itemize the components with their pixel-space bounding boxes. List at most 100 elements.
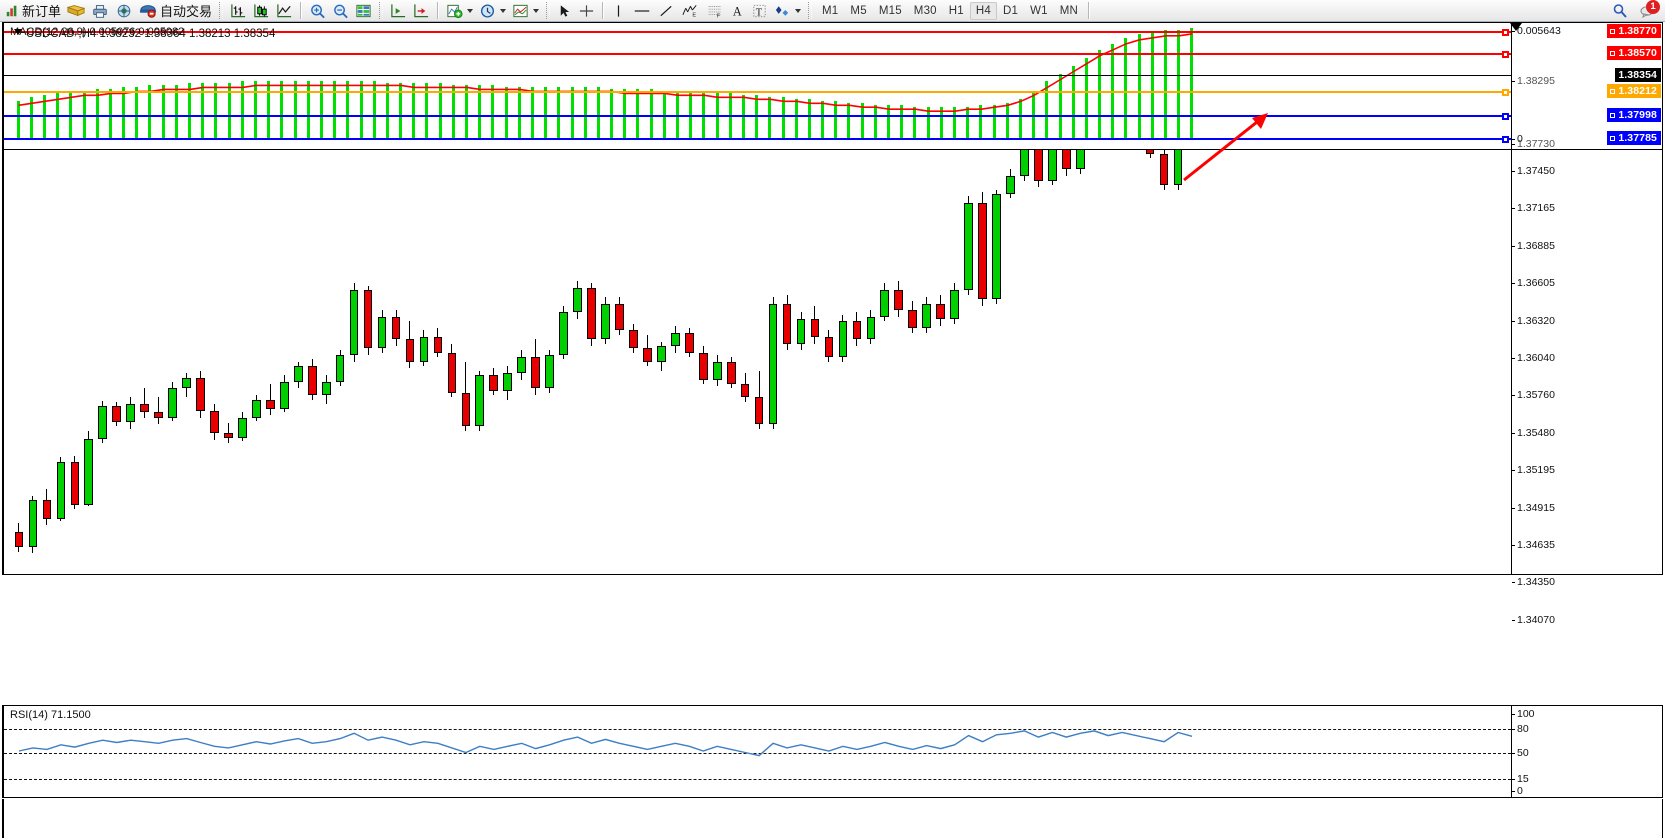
rsi-pane[interactable]: 100 80 50 15 0 RSI(14) 71.1500 (2, 705, 1663, 798)
add-indicator-button[interactable] (443, 1, 476, 21)
price-level-line-take-profit-lower[interactable] (4, 51, 1511, 58)
trendline-button[interactable] (655, 1, 678, 21)
toolbar-grip-4[interactable] (808, 2, 813, 19)
search-button[interactable] (1609, 1, 1631, 21)
macd-histogram-bar (741, 95, 745, 139)
zoom-in-button[interactable] (306, 1, 329, 21)
toolbar-grip-3[interactable] (546, 2, 551, 19)
timeframe-d1[interactable]: D1 (1003, 4, 1019, 17)
candle (768, 296, 778, 429)
vertical-line-button[interactable] (608, 1, 629, 21)
macd-plot[interactable] (4, 23, 1511, 149)
macd-histogram-bar (201, 83, 205, 139)
macd-histogram-bar (122, 87, 126, 139)
timeframe-h4[interactable]: H4 (969, 1, 997, 20)
price-level-handle[interactable] (1502, 29, 1509, 36)
macd-histogram-bar (807, 99, 811, 139)
candle-body-bullish (670, 332, 680, 346)
price-tick: 1.35760 (1512, 389, 1555, 402)
timeframe-h1[interactable]: H1 (948, 4, 964, 17)
price-level-handle[interactable] (1502, 51, 1509, 58)
price-tag-take-profit-lower[interactable]: 1.38570 (1607, 46, 1661, 60)
macd-histogram-bar (834, 101, 838, 139)
rsi-axis[interactable]: 100 80 50 15 0 (1511, 706, 1662, 797)
timeframe-mn[interactable]: MN (1059, 4, 1079, 17)
candle-body-bullish (712, 361, 722, 380)
rsi-tick-15: 15 (1512, 773, 1529, 786)
notifications-button[interactable]: 1 (1639, 0, 1660, 20)
candle (321, 375, 331, 405)
print-button[interactable] (88, 1, 112, 21)
folder-icon (67, 4, 86, 16)
toolbar-grip-2[interactable] (379, 2, 384, 19)
price-level-handle[interactable] (1502, 136, 1509, 143)
macd-histogram-bar (530, 87, 534, 139)
macd-histogram-bar (953, 107, 956, 139)
chart-canvas-area[interactable]: 1.38770 1.38570 1.38354 1.38212 1.37998 1.377… (0, 22, 1665, 838)
candle-body-bearish (140, 404, 149, 412)
candle-body-bullish (796, 319, 806, 344)
toolbar-grip[interactable] (219, 2, 224, 19)
chart-top-marker-icon (1510, 23, 1522, 31)
line-chart-button[interactable] (273, 1, 296, 21)
timeframe-m30[interactable]: M30 (913, 4, 937, 17)
period-button[interactable] (476, 1, 509, 21)
new-order-button[interactable]: 新订单 (2, 1, 64, 21)
macd-histogram-bar (359, 81, 363, 139)
cursor-button[interactable] (554, 1, 575, 21)
macd-histogram-bar (174, 85, 178, 139)
timeframe-m15[interactable]: M15 (878, 4, 902, 17)
price-level-line-support-lower[interactable] (4, 136, 1511, 143)
macd-pane[interactable]: 0.005643 0 MACD(12,26,9) 0.005076 0.00508… (2, 22, 1663, 150)
auto-trading-button[interactable]: 自动交易 (136, 1, 215, 21)
price-tag-current-price[interactable]: 1.38354 (1615, 68, 1661, 82)
price-plot[interactable] (4, 23, 1511, 574)
macd-histogram-bar (1150, 31, 1154, 139)
price-tag-support-upper[interactable]: 1.37998 (1607, 108, 1661, 122)
price-level-line-support-upper[interactable] (4, 113, 1511, 120)
rsi-plot[interactable] (4, 706, 1511, 797)
candle-body-bullish (238, 417, 247, 438)
shapes-button[interactable] (771, 1, 804, 21)
macd-histogram-bar (847, 103, 851, 139)
auto-scroll-button[interactable] (387, 1, 410, 21)
folder-button[interactable] (64, 1, 88, 21)
data-window-button[interactable] (352, 1, 375, 21)
price-level-handle[interactable] (1502, 113, 1509, 120)
timeframe-m5[interactable]: M5 (850, 4, 867, 17)
bar-chart-button[interactable] (227, 1, 250, 21)
horizontal-line-button[interactable] (629, 1, 655, 21)
price-pane[interactable]: 1.38770 1.38570 1.38354 1.38212 1.37998 1.377… (2, 22, 1663, 626)
timeframe-w1[interactable]: W1 (1030, 4, 1048, 17)
text-label-button[interactable]: T (748, 1, 771, 21)
price-level-line-entry-level[interactable] (4, 89, 1511, 96)
price-tag-value: 1.38354 (1618, 69, 1657, 81)
candle-body-bearish (447, 352, 457, 393)
elliott-wave-button[interactable]: E (678, 1, 703, 21)
timeframe-m1[interactable]: M1 (822, 4, 839, 17)
zoom-out-button[interactable] (329, 1, 352, 21)
templates-button[interactable] (509, 1, 542, 21)
candle-body-bullish (321, 381, 331, 396)
symbol-dropdown-icon[interactable] (14, 29, 22, 35)
candle-body-bearish (754, 397, 764, 425)
candle-body-bullish (335, 354, 345, 382)
candle (670, 325, 680, 353)
candle-body-bullish (964, 202, 973, 291)
crosshair-button[interactable] (575, 1, 598, 21)
time-axis[interactable]: 20 Feb 202321 Feb 12:0022 Feb 04:0022 Fe… (2, 799, 1663, 838)
price-tag-take-profit-upper[interactable]: 1.38770 (1607, 24, 1661, 38)
chart-shift-button[interactable] (410, 1, 433, 21)
fibonacci-button[interactable]: F (703, 1, 727, 21)
price-level-handle[interactable] (1502, 89, 1509, 96)
candle-body-bearish (810, 319, 820, 338)
candlestick-chart-button[interactable] (250, 1, 273, 21)
text-button[interactable]: A (727, 1, 748, 21)
price-level-line-take-profit-upper[interactable] (4, 29, 1511, 36)
candle (335, 350, 345, 387)
elliott-wave-icon: E (682, 4, 697, 18)
price-tag-support-lower[interactable]: 1.37785 (1607, 131, 1661, 145)
price-tag-entry-level[interactable]: 1.38212 (1607, 84, 1661, 98)
network-button[interactable] (112, 1, 136, 21)
candle (182, 372, 191, 398)
